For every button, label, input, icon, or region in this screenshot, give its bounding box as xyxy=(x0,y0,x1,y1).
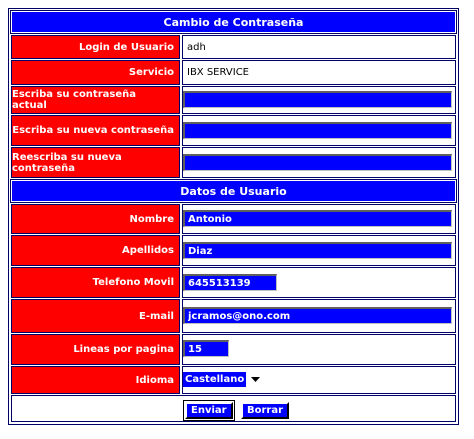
name-input[interactable] xyxy=(183,210,452,227)
chevron-down-icon[interactable] xyxy=(246,371,265,388)
user-section-header: Datos de Usuario xyxy=(10,179,457,203)
user-settings-form: Cambio de Contraseña Login de Usuario ad… xyxy=(8,8,459,425)
password-section-title: Cambio de Contraseña xyxy=(163,15,304,29)
surname-label: Apellidos xyxy=(11,235,180,266)
password-section-header: Cambio de Contraseña xyxy=(10,10,457,34)
phone-input[interactable] xyxy=(183,274,277,291)
new-password-label: Escriba su nueva contraseña xyxy=(11,115,180,146)
surname-input[interactable] xyxy=(183,242,452,259)
service-value: IBX SERVICE xyxy=(182,60,456,85)
language-label: Idioma xyxy=(11,366,180,394)
login-row: Login de Usuario adh xyxy=(11,35,456,59)
service-row: Servicio IBX SERVICE xyxy=(11,60,456,85)
user-section-title: Datos de Usuario xyxy=(180,184,287,198)
email-input[interactable] xyxy=(183,307,452,324)
submit-button[interactable]: Enviar xyxy=(183,400,235,421)
lines-per-page-input[interactable] xyxy=(183,340,229,357)
name-label: Nombre xyxy=(11,204,180,234)
service-label: Servicio xyxy=(11,60,180,85)
reset-button[interactable]: Borrar xyxy=(241,402,290,419)
email-label: E-mail xyxy=(11,299,180,333)
repeat-password-label: Reescriba su nueva contraseña xyxy=(11,147,180,178)
language-select[interactable]: Castellano xyxy=(183,371,265,388)
language-selected-value: Castellano xyxy=(183,372,247,387)
login-value: adh xyxy=(182,35,456,59)
repeat-password-input[interactable] xyxy=(183,154,452,171)
login-label: Login de Usuario xyxy=(11,35,180,59)
new-password-input[interactable] xyxy=(183,122,452,139)
phone-label: Telefono Movil xyxy=(11,267,180,298)
lines-row: Lineas por pagina xyxy=(11,334,456,365)
lines-label: Lineas por pagina xyxy=(11,334,180,365)
phone-row: Telefono Movil xyxy=(11,267,456,298)
button-row: Enviar Borrar xyxy=(11,395,456,422)
current-password-input[interactable] xyxy=(183,91,452,108)
current-password-label: Escriba su contraseña actual xyxy=(11,86,180,114)
